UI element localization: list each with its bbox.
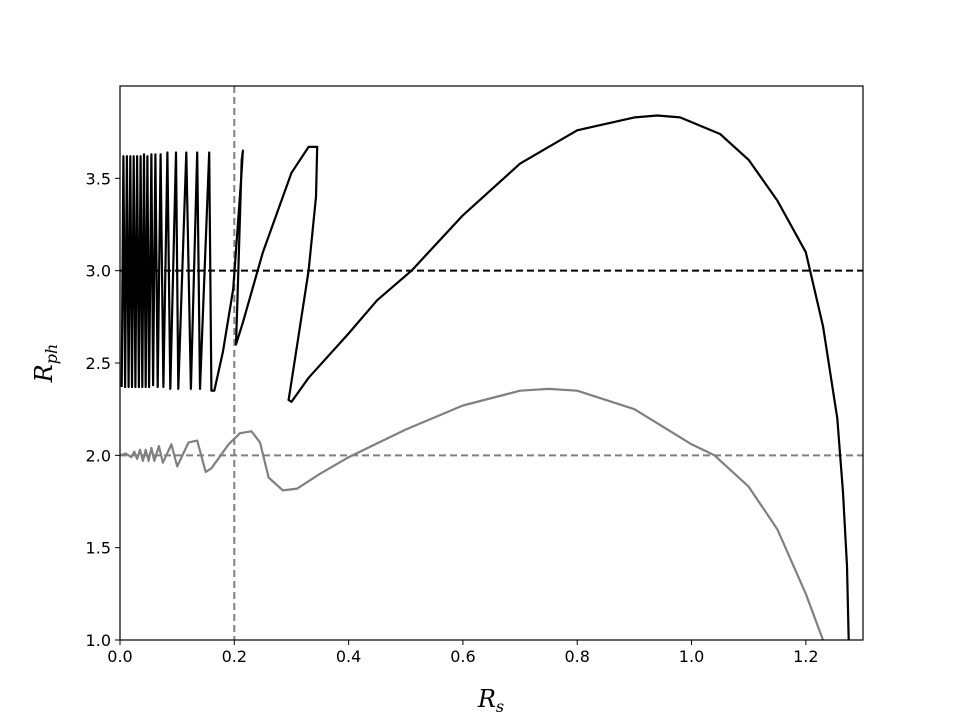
x-tick-label: 0.8: [565, 647, 590, 666]
x-axis-ticks: 0.0 0.2 0.4 0.6 0.8 1.0 1.2: [107, 640, 819, 666]
x-tick-label: 1.2: [793, 647, 818, 666]
series-line-0: [120, 114, 850, 640]
reference-lines: [120, 86, 863, 640]
x-axis-label: Rs: [477, 685, 504, 716]
x-tick-label: 0.4: [336, 647, 361, 666]
x-tick-label: 0.2: [222, 647, 247, 666]
y-tick-label: 1.5: [86, 539, 111, 558]
x-tick-label: 0.6: [450, 647, 475, 666]
y-tick-label: 2.0: [86, 446, 111, 465]
series-line-1: [120, 387, 825, 640]
y-tick-label: 2.5: [86, 354, 111, 373]
y-tick-label: 1.0: [86, 631, 111, 650]
y-axis-ticks: 1.0 1.5 2.0 2.5 3.0 3.5: [86, 169, 120, 650]
y-tick-label: 3.5: [86, 169, 111, 188]
y-axis-label: Rph: [30, 344, 61, 384]
x-tick-label: 1.0: [679, 647, 704, 666]
y-tick-label: 3.0: [86, 262, 111, 281]
x-tick-label: 0.0: [107, 647, 132, 666]
series-layer: [120, 114, 850, 640]
